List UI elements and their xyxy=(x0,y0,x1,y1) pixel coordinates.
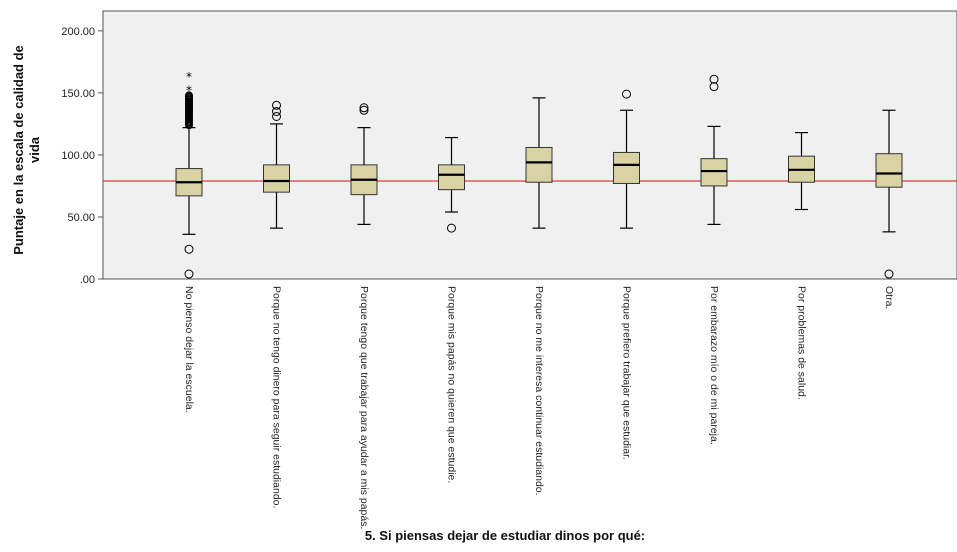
y-tick-label: .00 xyxy=(80,274,95,286)
category-label: Porque tengo que trabajar para ayudar a … xyxy=(358,286,370,529)
y-axis-title-line-1: Puntaje en la escala de calidad de xyxy=(11,45,26,255)
outlier xyxy=(185,91,193,100)
category-label: Porque prefiero trabajar que estudiar. xyxy=(621,286,633,460)
box-8 xyxy=(788,131,815,211)
box-9 xyxy=(875,109,903,279)
plot-area xyxy=(102,10,957,280)
outlier xyxy=(622,89,631,99)
box-6 xyxy=(613,89,640,229)
category-label: Por problemas de salud. xyxy=(796,286,808,400)
iqr-box xyxy=(525,146,553,183)
category-labels: No pienso dejar la escuela. Porque no ten… xyxy=(183,286,895,529)
iqr-box xyxy=(613,151,640,184)
box-3 xyxy=(350,103,378,226)
outlier xyxy=(272,107,281,116)
y-tick-label: 50.00 xyxy=(67,212,95,224)
box-7 xyxy=(700,74,728,226)
box-4 xyxy=(438,136,465,233)
category-label: Porque mis papás no quieren que estudie. xyxy=(446,286,458,483)
x-axis-title: 5. Si piensas dejar de estudiar dinos po… xyxy=(365,528,645,543)
outlier xyxy=(884,269,894,279)
box-5 xyxy=(525,97,553,229)
box-1: ** xyxy=(175,70,203,279)
category-label: Por embarazo mío o de mi pareja. xyxy=(708,286,720,445)
y-axis: .00 50.00 100.00 150.00 200.00 xyxy=(61,26,103,286)
extreme-marker: * xyxy=(186,70,192,84)
outlier xyxy=(709,82,719,92)
outlier xyxy=(447,223,456,233)
outlier xyxy=(272,111,281,121)
iqr-box xyxy=(438,164,465,191)
outlier xyxy=(184,269,194,279)
outlier xyxy=(359,105,369,115)
outlier xyxy=(272,100,281,110)
box-2 xyxy=(263,100,290,229)
outlier xyxy=(184,244,194,254)
iqr-box xyxy=(263,164,290,193)
category-label: Porque no me interesa continuar estudian… xyxy=(533,286,545,496)
y-tick-label: 200.00 xyxy=(61,26,95,38)
outlier xyxy=(359,103,369,113)
iqr-box xyxy=(700,158,728,187)
y-tick-label: 100.00 xyxy=(61,150,95,162)
extreme-marker: * xyxy=(186,83,192,97)
iqr-box xyxy=(875,153,903,188)
boxes-group: ** xyxy=(175,70,903,279)
outlier xyxy=(709,74,719,84)
y-axis-title-line-2: vida xyxy=(27,136,42,163)
category-label: No pienso dejar la escuela. xyxy=(183,286,195,413)
category-label: Porque no tengo dinero para seguir estud… xyxy=(271,286,283,508)
category-label: Otra. xyxy=(883,286,895,309)
y-tick-label: 150.00 xyxy=(61,88,95,100)
